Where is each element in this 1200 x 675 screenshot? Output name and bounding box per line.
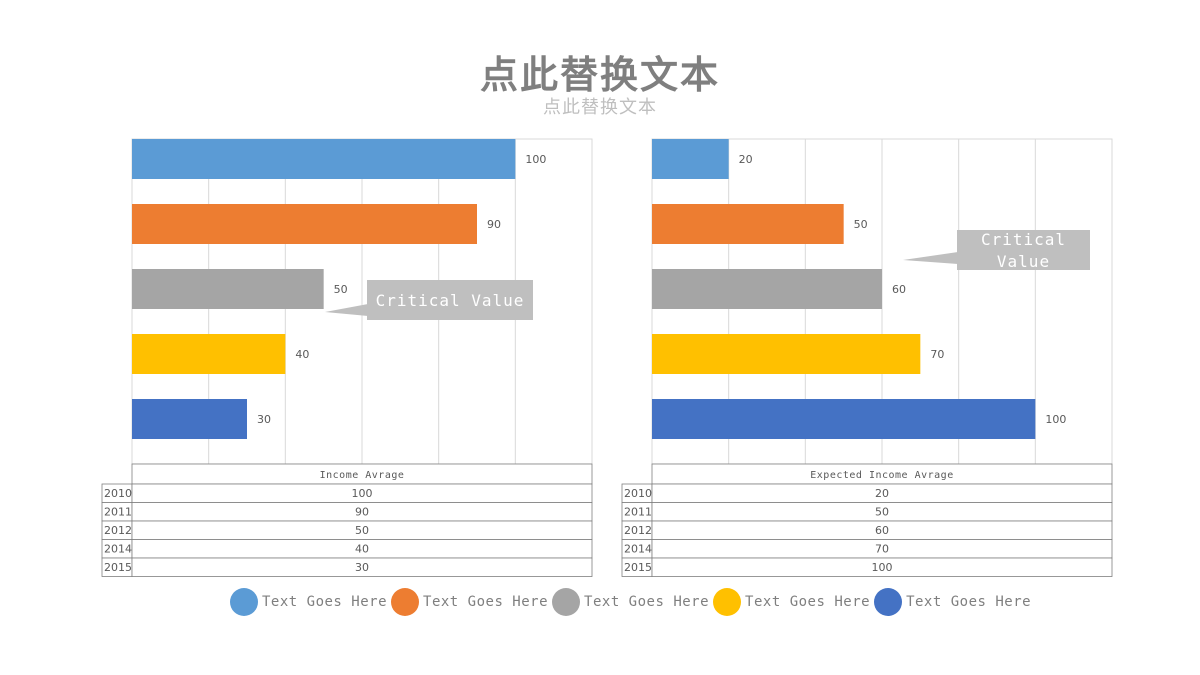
bar [132, 269, 324, 309]
legend-swatch [552, 588, 581, 616]
bar [132, 204, 477, 244]
callout-text: Critical [981, 230, 1066, 249]
bar-value-label: 60 [892, 283, 906, 296]
table-cell-value: 100 [872, 561, 893, 574]
callout-box [367, 280, 533, 320]
table-row-label: 2015 [104, 561, 132, 574]
legend-item: Text Goes Here [874, 588, 1031, 616]
legend-item: Text Goes Here [713, 588, 870, 616]
legend-swatch [874, 588, 903, 616]
callout-box [957, 230, 1090, 270]
bar [652, 139, 729, 179]
legend: Text Goes Here Text Goes Here Text Goes … [230, 588, 1035, 616]
table-row-label: 2012 [104, 524, 132, 537]
chart-1: 100 90 50 40 30 Income Avrage 2010 100 2011 90 201… [101, 138, 593, 577]
bar [652, 334, 921, 374]
legend-item: Text Goes Here [552, 588, 709, 616]
callout-text: Value [997, 252, 1050, 271]
bar-value-label: 20 [739, 153, 753, 166]
callout-text: Critical Value [376, 291, 525, 310]
bar [132, 399, 247, 439]
table-cell-value: 50 [875, 506, 889, 519]
bar-value-label: 50 [854, 218, 868, 231]
bar [132, 334, 286, 374]
bar [652, 399, 1036, 439]
bar [652, 269, 882, 309]
table-cell-value: 70 [875, 543, 889, 556]
bar-value-label: 70 [930, 348, 944, 361]
table-header: Expected Income Avrage [810, 470, 953, 481]
table-row-label: 2014 [104, 543, 132, 556]
page-title: 点此替换文本 [479, 53, 720, 97]
bar-value-label: 100 [525, 153, 546, 166]
legend-label: Text Goes Here [423, 594, 549, 610]
table-row-label: 2014 [624, 543, 652, 556]
callout-pointer [325, 304, 368, 316]
chart-2: 20 50 60 70 100 Expected Income Avrage 2010 20 2… [621, 138, 1113, 577]
table-cell-value: 60 [875, 524, 889, 537]
legend-label: Text Goes Here [745, 594, 871, 610]
bar-value-label: 100 [1045, 413, 1066, 426]
table-row-label: 2010 [624, 487, 652, 500]
table-row-label: 2010 [104, 487, 132, 500]
table-row-label: 2011 [104, 506, 132, 519]
table-row-label: 2015 [624, 561, 652, 574]
table-header: Income Avrage [320, 470, 405, 481]
table-value-cell [131, 557, 593, 577]
legend-swatch [713, 588, 742, 616]
table-cell-value: 40 [355, 543, 369, 556]
table-cell-value: 50 [355, 524, 369, 537]
legend-swatch [230, 588, 258, 616]
table-cell-value: 90 [355, 506, 369, 519]
legend-item: Text Goes Here [391, 588, 548, 616]
page-subtitle: 点此替换文本 [543, 97, 657, 118]
bar-value-label: 40 [295, 348, 309, 361]
callout-pointer [903, 252, 958, 264]
legend-label: Text Goes Here [262, 594, 388, 610]
bar-value-label: 50 [334, 283, 348, 296]
bar-value-label: 30 [257, 413, 271, 426]
legend-label: Text Goes Here [584, 594, 710, 610]
legend-item: Text Goes Here [230, 588, 387, 616]
table-cell-value: 20 [875, 487, 889, 500]
bar-value-label: 90 [487, 218, 501, 231]
table-value-cell [651, 557, 1113, 577]
legend-label: Text Goes Here [906, 594, 1032, 610]
table-cell-value: 100 [352, 487, 373, 500]
table-cell-value: 30 [355, 561, 369, 574]
table-row-label: 2011 [624, 506, 652, 519]
bar [652, 204, 844, 244]
bar [132, 139, 516, 179]
legend-swatch [391, 588, 420, 616]
table-row-label: 2012 [624, 524, 652, 537]
